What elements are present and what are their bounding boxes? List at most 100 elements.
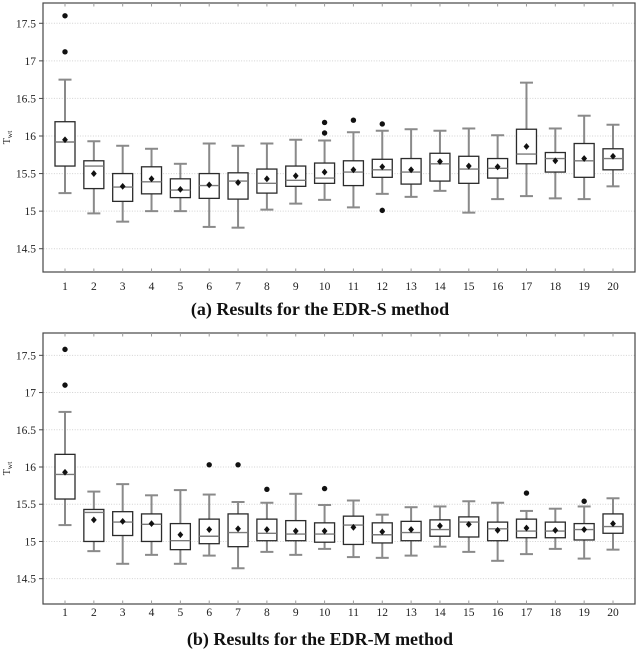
x-tick-label: 8 bbox=[264, 281, 270, 293]
x-tick-label: 20 bbox=[607, 607, 619, 619]
mean-marker bbox=[552, 157, 559, 165]
y-tick-label: 15 bbox=[25, 206, 37, 218]
outlier-point bbox=[321, 130, 328, 136]
plot-frame bbox=[42, 2, 636, 273]
mean-marker bbox=[408, 166, 415, 174]
x-tick-label: 4 bbox=[149, 607, 155, 619]
mean-marker bbox=[321, 527, 328, 535]
mean-marker bbox=[119, 182, 126, 190]
outlier-point bbox=[523, 490, 530, 496]
y-tick-label: 16.5 bbox=[16, 93, 36, 105]
box-item bbox=[140, 494, 163, 556]
x-tick-label: 9 bbox=[293, 607, 299, 619]
x-tick-label: 7 bbox=[235, 281, 241, 293]
box-item bbox=[227, 144, 249, 229]
box-item bbox=[227, 462, 249, 570]
mean-marker bbox=[581, 526, 588, 533]
y-tick-label: 17.5 bbox=[16, 18, 36, 30]
mean-marker bbox=[379, 163, 386, 171]
mean-marker bbox=[263, 526, 270, 533]
x-tick-label: 8 bbox=[264, 607, 270, 619]
outlier-point bbox=[206, 462, 212, 468]
x-tick-label: 16 bbox=[492, 607, 504, 619]
box-item bbox=[54, 346, 76, 527]
box-item bbox=[342, 117, 365, 209]
y-tick-label: 16 bbox=[25, 462, 37, 474]
box-item bbox=[140, 147, 163, 213]
mean-marker bbox=[62, 468, 68, 476]
box-item bbox=[342, 499, 365, 559]
x-tick-label: 15 bbox=[463, 281, 475, 293]
y-tick-label: 15.5 bbox=[16, 169, 36, 181]
plot-frame bbox=[42, 332, 636, 605]
box-item bbox=[544, 127, 566, 200]
mean-marker bbox=[206, 526, 213, 533]
box-item bbox=[285, 492, 307, 556]
x-tick-label: 11 bbox=[348, 607, 359, 619]
box-item bbox=[458, 127, 480, 214]
x-tick-label: 10 bbox=[319, 607, 331, 619]
mean-marker bbox=[321, 168, 328, 176]
mean-marker bbox=[350, 166, 357, 174]
x-tick-label: 3 bbox=[120, 607, 126, 619]
x-tick-label: 13 bbox=[405, 281, 417, 293]
mean-marker bbox=[523, 143, 530, 150]
box-item bbox=[169, 489, 192, 565]
x-tick-label: 4 bbox=[149, 281, 155, 293]
mean-marker bbox=[292, 527, 299, 535]
box-item bbox=[54, 13, 76, 195]
box-item bbox=[112, 483, 134, 565]
x-tick-label: 15 bbox=[463, 607, 475, 619]
box-item bbox=[400, 506, 422, 557]
box-item bbox=[371, 121, 393, 214]
y-tick-label: 15.5 bbox=[16, 499, 36, 511]
mean-marker bbox=[177, 531, 184, 539]
box-item bbox=[169, 162, 192, 213]
box-item bbox=[256, 486, 278, 553]
y-tick-label: 17 bbox=[25, 388, 37, 400]
mean-marker bbox=[465, 520, 472, 528]
mean-marker bbox=[177, 185, 184, 193]
mean-marker bbox=[552, 526, 559, 534]
caption-edr-s: (a) Results for the EDR-S method bbox=[190, 299, 450, 319]
x-tick-label: 13 bbox=[405, 607, 417, 619]
y-axis-label: Twt bbox=[2, 461, 14, 476]
x-tick-label: 1 bbox=[62, 281, 68, 293]
x-tick-label: 7 bbox=[235, 607, 241, 619]
outlier-point bbox=[321, 485, 328, 492]
x-tick-label: 14 bbox=[434, 607, 446, 619]
box-item bbox=[256, 142, 278, 211]
mean-marker bbox=[610, 152, 616, 160]
x-tick-label: 6 bbox=[206, 607, 212, 619]
box bbox=[54, 121, 76, 167]
mean-marker bbox=[90, 170, 97, 177]
mean-marker bbox=[379, 528, 386, 536]
mean-marker bbox=[263, 175, 270, 183]
y-tick-label: 15 bbox=[25, 536, 37, 548]
mean-marker bbox=[610, 520, 616, 527]
box-item bbox=[602, 497, 624, 551]
mean-marker bbox=[235, 525, 241, 533]
mean-marker bbox=[206, 181, 213, 189]
x-tick-label: 5 bbox=[177, 281, 183, 293]
box-item bbox=[573, 498, 595, 560]
outlier-point bbox=[264, 486, 270, 493]
outlier-point bbox=[321, 119, 328, 126]
outlier-point bbox=[235, 462, 241, 468]
y-tick-label: 17 bbox=[25, 56, 37, 68]
panel-edr-m: 1 2 3 4 5 6 7 8 9 10 11 12 13 14 15 16 17 18 19 20 14.5 15 15.… bbox=[0, 330, 640, 661]
boxplot-chart-edr-m: 1 2 3 4 5 6 7 8 9 10 11 12 13 14 15 16 17 18 19 2014.51515.… bbox=[2, 332, 636, 619]
outlier-point bbox=[379, 207, 385, 214]
x-tick-label: 6 bbox=[206, 281, 212, 293]
box-item bbox=[400, 128, 422, 198]
caption-edr-m: (b) Results for the EDR-M method bbox=[186, 629, 454, 649]
box-item bbox=[486, 501, 509, 562]
x-tick-label: 2 bbox=[91, 607, 97, 619]
outlier-point bbox=[379, 121, 385, 127]
box-item bbox=[429, 505, 451, 548]
mean-marker bbox=[465, 162, 472, 170]
mean-marker bbox=[148, 520, 155, 527]
box bbox=[140, 513, 163, 543]
box-item bbox=[602, 123, 624, 188]
box bbox=[429, 152, 451, 182]
